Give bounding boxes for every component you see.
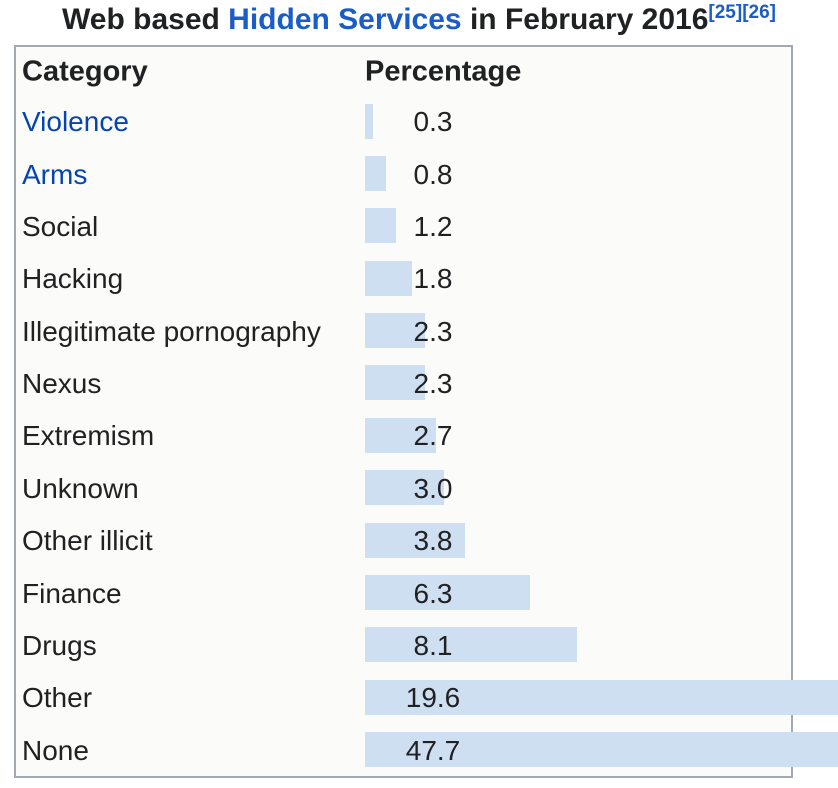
title-text-suffix: in February 2016 [461, 3, 709, 36]
percentage-bar [365, 732, 838, 767]
table-row: Nexus 2.3 [16, 358, 791, 410]
percentage-value: 1.8 [413, 263, 453, 295]
table-row: Illegitimate pornography 2.3 [16, 306, 791, 358]
table-row: Other 19.6 [16, 672, 838, 724]
percentage-value: 1.2 [413, 210, 453, 242]
percentage-bar [365, 574, 531, 610]
percentage-bar [365, 260, 413, 296]
table-row: Extremism 2.7 [16, 410, 791, 462]
table-row: Drugs 8.1 [16, 620, 791, 672]
table-row: None 47.7 [16, 725, 838, 777]
citation-link-26[interactable]: [26] [742, 2, 776, 23]
table-row: Arms 0.8 [16, 148, 791, 200]
table-row: Hacking 1.8 [16, 253, 791, 305]
table-row: Other illicit 3.8 [16, 515, 791, 567]
hidden-services-link[interactable]: Hidden Services [228, 3, 462, 36]
percentage-value: 8.1 [413, 629, 453, 661]
category-label: Nexus [22, 368, 102, 400]
table-header-row: Category Percentage [16, 47, 791, 96]
percentage-bar [365, 679, 838, 715]
category-label: None [22, 734, 89, 766]
percentage-bar [365, 208, 397, 244]
table-row: Violence 0.3 [16, 96, 791, 148]
percentage-bar [365, 470, 444, 506]
column-header-category: Category [22, 55, 148, 87]
percentage-bar [365, 627, 578, 663]
percentage-bar [365, 103, 373, 139]
category-label: Illegitimate pornography [22, 315, 321, 347]
category-label: Other illicit [22, 525, 153, 557]
percentage-value: 47.7 [405, 734, 461, 766]
percentage-bar [365, 155, 386, 191]
category-label: Unknown [22, 472, 139, 504]
category-label: Extremism [22, 420, 155, 452]
category-label: Social [22, 210, 99, 242]
percentage-value: 3.0 [413, 472, 453, 504]
category-link[interactable]: Arms [22, 158, 88, 190]
percentage-value: 3.8 [413, 525, 453, 557]
table-body: Violence 0.3 Arms 0.8 Social 1.2 Hacking 1.8 Ill… [16, 96, 838, 777]
table-row: Unknown 3.0 [16, 463, 791, 515]
percentage-value: 2.3 [413, 368, 453, 400]
category-label: Drugs [22, 629, 97, 661]
category-label: Finance [22, 577, 122, 609]
percentage-bar [365, 313, 426, 348]
percentage-value: 0.3 [413, 106, 453, 138]
percentage-bar [365, 417, 436, 453]
category-label: Hacking [22, 263, 124, 295]
percentage-value: 0.8 [413, 158, 453, 190]
percentage-value: 6.3 [413, 577, 453, 609]
category-link[interactable]: Violence [22, 106, 129, 138]
column-header-percentage: Percentage [365, 55, 522, 87]
title-text-prefix: Web based [62, 3, 229, 36]
percentage-bar [365, 365, 426, 401]
percentage-value: 19.6 [405, 682, 461, 714]
table-row: Social 1.2 [16, 201, 791, 253]
citation-link-25[interactable]: [25] [708, 2, 743, 23]
citation-superscript: [25][26] [708, 2, 776, 23]
percentage-value: 2.3 [413, 315, 453, 347]
page-title: Web based Hidden Services in February 20… [0, 0, 838, 42]
percentage-bar [365, 522, 465, 558]
category-label: Other [22, 682, 93, 714]
table-row: Finance 6.3 [16, 567, 791, 619]
hidden-services-table: Category Percentage Violence 0.3 Arms 0.8 So… [14, 45, 838, 778]
percentage-value: 2.7 [413, 420, 453, 452]
